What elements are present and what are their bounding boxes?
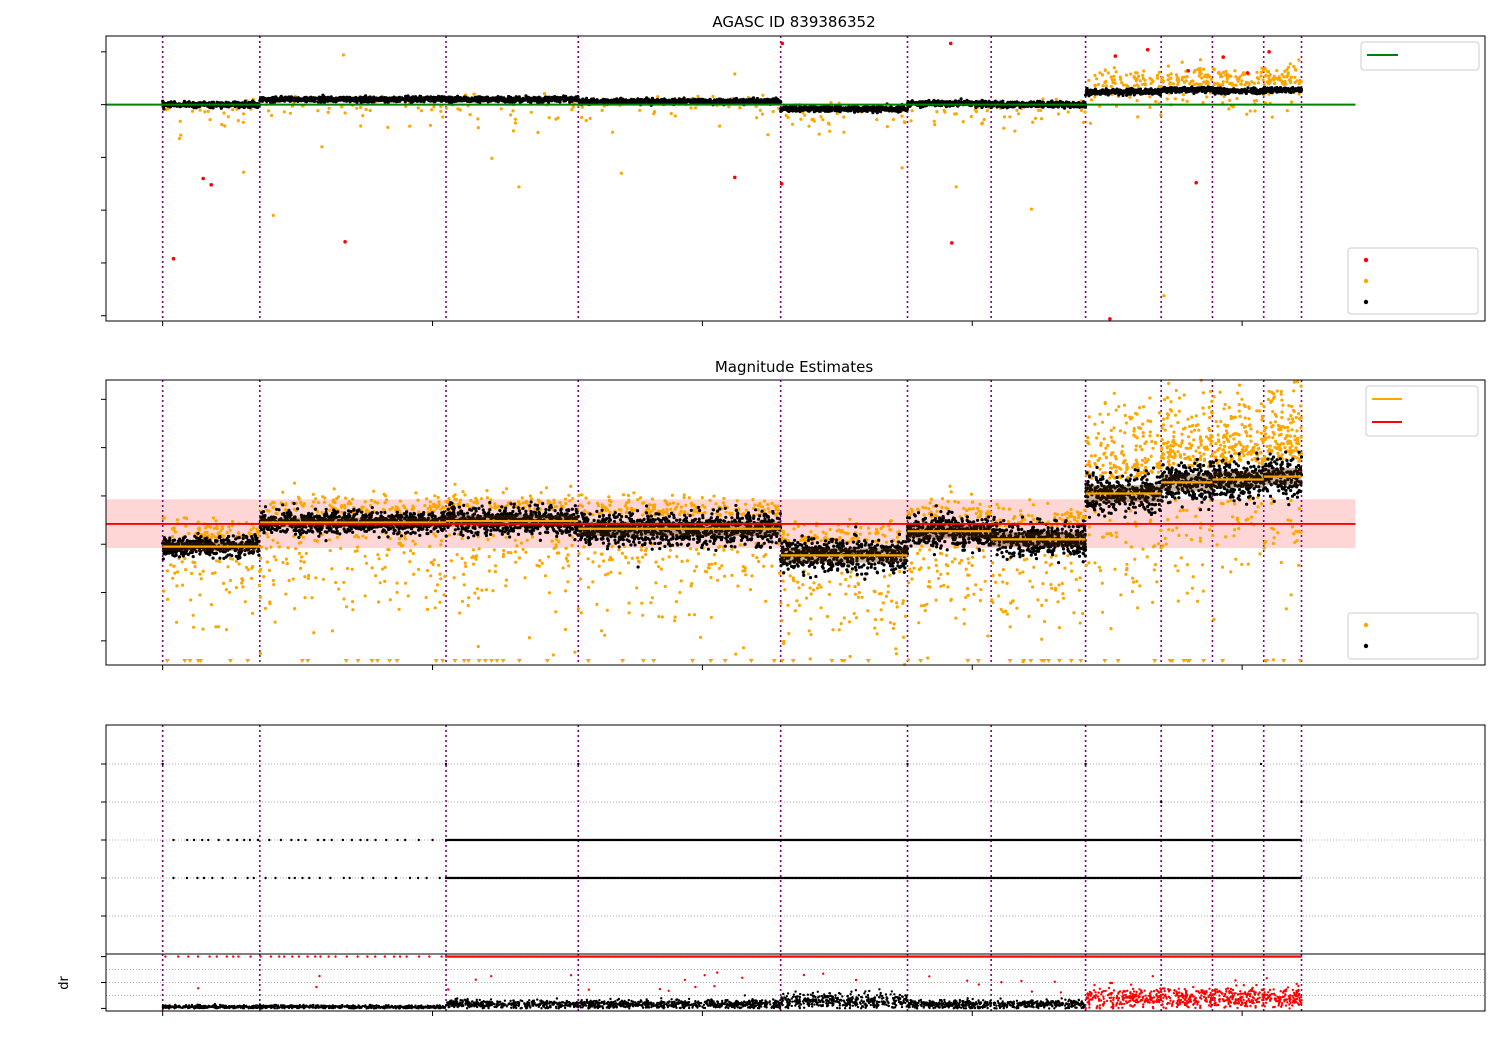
legend-lines [1365, 385, 1479, 437]
legend-marker [1363, 257, 1369, 263]
legend-marker [1363, 299, 1369, 305]
legend-frame [1347, 612, 1479, 660]
legend-frame [1360, 41, 1480, 71]
chart-title-agasc: AGASC ID 839386352 [712, 13, 875, 31]
panel-flags [101, 725, 1485, 954]
chart-title-magnitude-estimates: Magnitude Estimates [715, 358, 873, 376]
legend-marker [1363, 643, 1369, 649]
ok-points [161, 85, 1304, 115]
panel-agasc-magnitude [101, 36, 1480, 326]
legend-frame [1365, 385, 1479, 437]
clipped-highlight-markers [164, 659, 1303, 663]
dr-axis-label: dr [57, 976, 72, 990]
legend-points [1347, 247, 1479, 315]
panel-dr [101, 954, 1485, 1016]
panel-magnitude-estimates [101, 378, 1479, 670]
panel-estimates-frame [105, 379, 1486, 666]
panel-agasc-frame [105, 35, 1486, 322]
flag-points [172, 838, 1302, 842]
legend-marker [1363, 278, 1369, 284]
legend-marker [1363, 622, 1369, 628]
legend-agasc [1360, 41, 1480, 71]
dr-ok-points [161, 988, 1086, 1010]
flag-points [172, 876, 1302, 880]
legend-frame [1347, 247, 1479, 315]
legend-points [1347, 612, 1479, 660]
panel-dr-frame [105, 953, 1486, 1012]
dr-capped-points [164, 955, 1303, 958]
highlighted-spike-points [1087, 58, 1303, 89]
ok-points [161, 450, 1304, 581]
